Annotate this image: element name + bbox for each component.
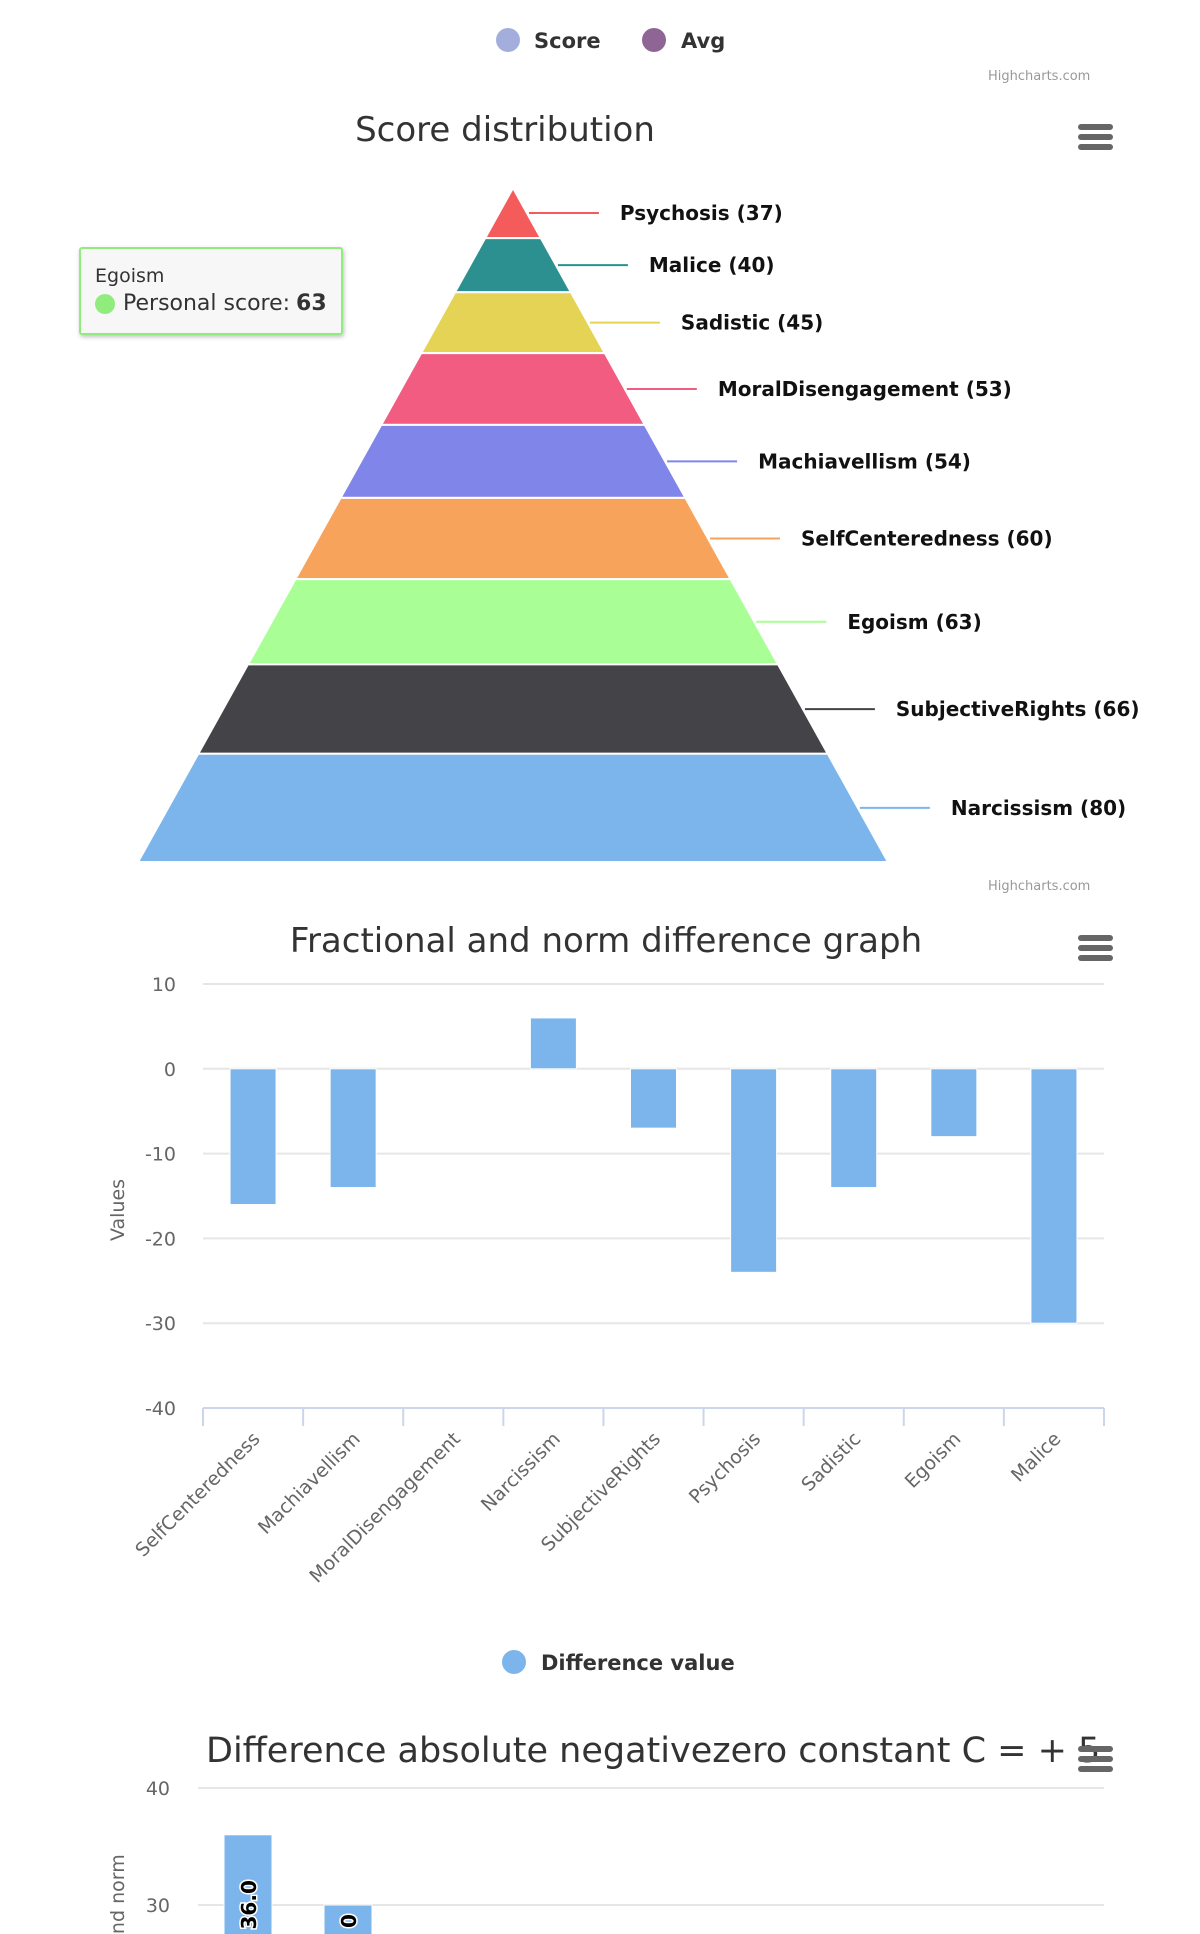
- pyramid-data-label: Machiavellism (54): [758, 449, 971, 473]
- tooltip-value: 63: [296, 291, 327, 316]
- pyramid-data-label: MoralDisengagement (53): [718, 377, 1012, 401]
- pyramid-layer-machiavellism[interactable]: [338, 423, 688, 499]
- pyramid-layer-malice[interactable]: [453, 237, 573, 294]
- hamburger-menu-icon-bar: [1078, 945, 1113, 951]
- y-tick-label: 0: [164, 1059, 176, 1081]
- bar-selfcenteredness[interactable]: [229, 1068, 277, 1205]
- legend-label-difference: Difference value: [541, 1651, 735, 1675]
- chart2-title: Fractional and norm difference graph: [290, 921, 922, 961]
- x-tick-label: Psychosis: [685, 1428, 765, 1508]
- bar-egoism[interactable]: [930, 1068, 978, 1138]
- hamburger-menu-icon: [1078, 1746, 1113, 1752]
- pyramid-layer-selfcenteredness[interactable]: [293, 496, 733, 581]
- bar-sadistic[interactable]: [830, 1068, 878, 1189]
- pyramid-data-label: Egoism (63): [847, 610, 981, 634]
- x-tick-label: Malice: [1007, 1428, 1066, 1487]
- bar-2[interactable]: [323, 1904, 373, 1934]
- pyramid-data-label: Psychosis (37): [620, 201, 783, 225]
- y-tick-label: -30: [145, 1313, 176, 1335]
- tooltip-series-dot: [95, 293, 115, 314]
- hamburger-menu-icon-bar: [1078, 144, 1113, 150]
- pyramid-layer-sadistic[interactable]: [419, 291, 607, 355]
- bar-psychosis[interactable]: [730, 1068, 778, 1273]
- hamburger-menu-icon-bar: [1078, 1766, 1113, 1772]
- bar-1[interactable]: [223, 1834, 273, 1934]
- chart3-y-axis-title: and norm: [107, 1854, 129, 1934]
- legend-label-score: Score: [534, 29, 601, 53]
- pyramid-data-label: Sadistic (45): [681, 311, 823, 335]
- pyramid-data-label: SelfCenteredness (60): [801, 527, 1053, 551]
- tooltip-row: Personal score: 63: [95, 291, 327, 316]
- bar-data-label: 36.0: [237, 1880, 261, 1929]
- y-tick-label: 40: [146, 1778, 170, 1800]
- chart2-y-axis-title: Values: [107, 1179, 129, 1241]
- y-tick-label: -10: [145, 1144, 176, 1166]
- pyramid-layer-moraldisengagement[interactable]: [379, 352, 647, 426]
- legend-symbol-score: [496, 28, 520, 52]
- y-tick-label: 30: [146, 1895, 170, 1917]
- chart3-menu-button[interactable]: [1078, 1746, 1113, 1772]
- tooltip-series-label: Personal score:: [123, 291, 291, 316]
- y-tick-label: -20: [145, 1228, 176, 1250]
- hamburger-menu-icon: [1078, 935, 1113, 941]
- legend-label-avg: Avg: [681, 29, 725, 53]
- legend-symbol-difference: [502, 1650, 526, 1674]
- pyramid-data-label: Narcissism (80): [951, 796, 1126, 820]
- x-tick-label: Machiavellism: [254, 1428, 365, 1539]
- x-tick-label: SelfCenteredness: [131, 1428, 264, 1561]
- pyramid-data-label: SubjectiveRights (66): [896, 697, 1140, 721]
- x-tick-label: Egoism: [901, 1428, 966, 1493]
- credits-link[interactable]: Highcharts.com: [988, 69, 1090, 84]
- top-legend: Score Avg: [496, 28, 725, 53]
- x-tick-label: Narcissism: [477, 1428, 565, 1516]
- bar-machiavellism[interactable]: [329, 1068, 377, 1189]
- chart2-menu-button[interactable]: [1078, 935, 1113, 961]
- pyramid-layer-narcissism[interactable]: [136, 752, 890, 863]
- difference-graph-chart: Fractional and norm difference graph Val…: [107, 921, 1113, 1675]
- legend-item-score[interactable]: Score: [496, 28, 601, 53]
- score-distribution-chart: Score distribution Psychosis (37) Malice …: [136, 110, 1140, 863]
- chart1-menu-button[interactable]: [1078, 124, 1113, 150]
- chart3-title: Difference absolute negativezero constan…: [206, 1731, 1100, 1771]
- legend-item-avg[interactable]: Avg: [642, 28, 725, 53]
- y-tick-label: 10: [152, 974, 176, 996]
- bar-narcissism[interactable]: [529, 1017, 577, 1070]
- pyramid-data-label: Malice (40): [649, 253, 775, 277]
- bar-subjectiverights[interactable]: [630, 1068, 677, 1129]
- bar-malice[interactable]: [1030, 1068, 1078, 1324]
- y-tick-label: -40: [145, 1398, 176, 1420]
- chart2-legend-item[interactable]: Difference value: [502, 1650, 735, 1675]
- hamburger-menu-icon: [1078, 124, 1113, 130]
- tooltip: Egoism Personal score: 63: [79, 247, 343, 335]
- hamburger-menu-icon-bar: [1078, 955, 1113, 961]
- bar-data-label: 0: [337, 1914, 361, 1928]
- x-tick-label: Sadistic: [797, 1428, 865, 1496]
- legend-symbol-avg: [642, 28, 666, 52]
- hamburger-menu-icon-bar: [1078, 1756, 1113, 1762]
- tooltip-category: Egoism: [95, 265, 165, 287]
- pyramid-layer-egoism[interactable]: [246, 578, 780, 666]
- pyramid-layer-subjectiverights[interactable]: [196, 663, 830, 755]
- difference-absolute-chart: Difference absolute negativezero constan…: [107, 1731, 1113, 1934]
- hamburger-menu-icon-bar: [1078, 134, 1113, 140]
- credits-link[interactable]: Highcharts.com: [988, 879, 1090, 894]
- chart1-title: Score distribution: [355, 110, 655, 150]
